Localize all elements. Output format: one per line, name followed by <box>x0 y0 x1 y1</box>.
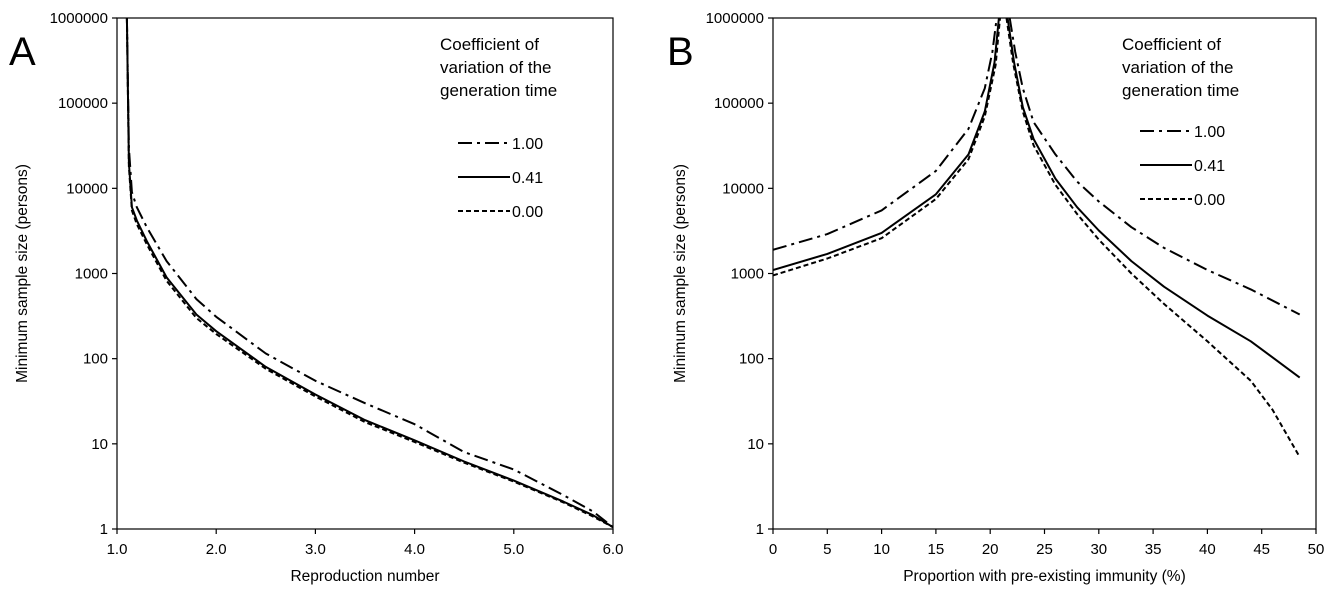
series-line-1-00 <box>773 18 998 251</box>
panel-letter: A <box>9 30 36 74</box>
legend-entry-label: 0.41 <box>1194 158 1225 175</box>
y-tick-label: 10000 <box>66 180 108 197</box>
chart-panel-b: 1 10 100 1000 10000 100000 1000000 0 5 10 15 20 25 30… <box>667 10 1324 585</box>
legend-entry-label: 1.00 <box>1194 124 1225 141</box>
legend-title-line: variation of the <box>1122 58 1234 77</box>
x-tick-label: 6.0 <box>603 541 624 558</box>
y-tick-label: 1000000 <box>50 10 108 27</box>
y-tick-label: 1000 <box>75 266 108 283</box>
legend-title-line: generation time <box>440 81 557 100</box>
x-tick-label: 15 <box>928 541 945 558</box>
y-axis-label: Minimum sample size (persons) <box>672 164 689 383</box>
series-line-0-00 <box>125 18 613 529</box>
y-tick-label: 1 <box>100 521 108 538</box>
legend-entry-label: 0.00 <box>512 204 543 221</box>
series-line-0-41 <box>125 18 613 529</box>
y-tick-label: 1000 <box>731 266 764 283</box>
legend-entry-label: 1.00 <box>512 136 543 153</box>
series-line-1-00 <box>1008 18 1301 316</box>
y-tick-label: 100 <box>739 351 764 368</box>
x-tick-label: 2.0 <box>206 541 227 558</box>
series-line-0-00 <box>773 18 1001 277</box>
y-tick-label: 10000 <box>722 180 764 197</box>
chart-panel-a: 1 10 100 1000 10000 100000 1000000 1.0 2.0 3.0 4.0… <box>9 10 623 585</box>
x-tick-label: 5.0 <box>503 541 524 558</box>
y-tick-label: 1 <box>756 521 764 538</box>
legend-entry-label: 0.41 <box>512 170 543 187</box>
panel-letter: B <box>667 30 694 74</box>
x-tick-label: 4.0 <box>404 541 425 558</box>
x-tick-label: 30 <box>1090 541 1107 558</box>
x-tick-label: 25 <box>1036 541 1053 558</box>
x-tick-label: 50 <box>1308 541 1325 558</box>
legend-entry-label: 0.00 <box>1194 192 1225 209</box>
legend: Coefficient of variation of the generation… <box>440 35 557 221</box>
x-tick-label: 3.0 <box>305 541 326 558</box>
x-axis-label: Reproduction number <box>290 568 439 585</box>
legend-title-line: Coefficient of <box>1122 35 1221 54</box>
x-tick-label: 40 <box>1199 541 1216 558</box>
x-tick-label: 45 <box>1253 541 1270 558</box>
series-line-0-41 <box>773 18 1000 271</box>
y-tick-label: 100 <box>83 351 108 368</box>
x-tick-label: 35 <box>1145 541 1162 558</box>
y-tick-label: 10 <box>747 436 764 453</box>
x-tick-label: 10 <box>873 541 890 558</box>
x-tick-label: 0 <box>769 541 777 558</box>
y-tick-label: 100000 <box>714 95 764 112</box>
y-axis-label: Minimum sample size (persons) <box>14 164 31 383</box>
legend-title-line: Coefficient of <box>440 35 539 54</box>
y-tick-label: 100000 <box>58 95 108 112</box>
y-tick-label: 1000000 <box>706 10 764 27</box>
x-axis-label: Proportion with pre-existing immunity (%… <box>903 568 1186 585</box>
legend-title-line: generation time <box>1122 81 1239 100</box>
x-tick-label: 5 <box>823 541 831 558</box>
x-tick-label: 20 <box>982 541 999 558</box>
y-tick-label: 10 <box>91 436 108 453</box>
legend: Coefficient of variation of the generation… <box>1122 35 1239 209</box>
legend-title-line: variation of the <box>440 58 552 77</box>
x-tick-label: 1.0 <box>107 541 128 558</box>
series-line-1-00 <box>125 18 613 528</box>
